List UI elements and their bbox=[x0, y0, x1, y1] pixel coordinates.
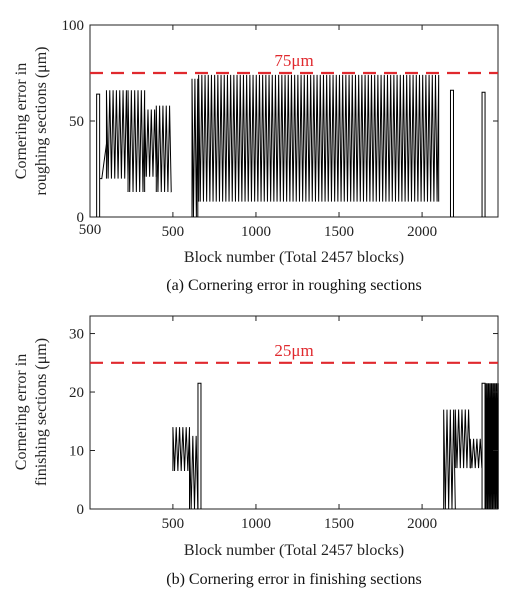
series-segment-b-0 bbox=[172, 427, 191, 472]
y-tick-label: 100 bbox=[62, 18, 85, 34]
series-segment-a-4 bbox=[144, 109, 157, 178]
series-segment-a-7 bbox=[198, 74, 440, 202]
caption-b: (b) Cornering error in finishing section… bbox=[166, 571, 422, 588]
series-segment-b-4 bbox=[454, 409, 471, 469]
series-segment-b-2 bbox=[197, 382, 202, 509]
series-segment-a-3 bbox=[127, 90, 146, 193]
series-segment-b-7 bbox=[484, 383, 499, 510]
threshold-label-a: 75μm bbox=[274, 51, 313, 70]
x-tick-label: 2000 bbox=[407, 224, 437, 240]
series-segment-b-1 bbox=[189, 435, 199, 510]
series-b bbox=[172, 382, 499, 510]
y-axis-label-line2-b: finishing sections (μm) bbox=[33, 338, 50, 486]
chart-finishing: 25μm Block number (Total 2457 blocks) Co… bbox=[13, 315, 499, 588]
chart-roughing: 75μm 500 Block number (Total 2457 blocks… bbox=[13, 18, 499, 294]
x-axis-label-b: Block number (Total 2457 blocks) bbox=[184, 542, 404, 559]
y-tick-label: 30 bbox=[69, 327, 84, 343]
y-axis-label-line1-a: Cornering error in bbox=[13, 63, 30, 179]
x-tick-label: 1500 bbox=[324, 516, 354, 532]
series-segment-a-9 bbox=[481, 91, 486, 217]
series-segment-a-6 bbox=[191, 78, 199, 218]
x-tick-label: 1000 bbox=[241, 516, 271, 532]
series-segment-b-5 bbox=[469, 438, 483, 469]
x-axis-label-a: Block number (Total 2457 blocks) bbox=[184, 249, 404, 266]
y-axis-label-line2-a: roughing sections (μm) bbox=[33, 47, 50, 196]
x-tick-label: 500 bbox=[79, 222, 102, 238]
x-tick-label: 500 bbox=[162, 224, 185, 240]
series-segment-a-5 bbox=[155, 105, 172, 193]
y-tick-label: 0 bbox=[77, 210, 85, 226]
x-tick-label: 500 bbox=[162, 516, 185, 532]
y-axis-label-line1-b: Cornering error in bbox=[13, 354, 30, 470]
series-segment-a-8 bbox=[449, 89, 454, 217]
series-segment-a-0 bbox=[96, 93, 101, 217]
y-tick-label: 50 bbox=[69, 114, 84, 130]
x-tick-label: 1500 bbox=[324, 224, 354, 240]
x-tick-label: 1000 bbox=[241, 224, 271, 240]
series-segment-b-3 bbox=[443, 409, 456, 510]
series-segment-a-1 bbox=[99, 143, 107, 180]
y-tick-label: 0 bbox=[77, 502, 85, 518]
threshold-label-b: 25μm bbox=[274, 341, 313, 360]
y-tick-label: 10 bbox=[69, 444, 84, 460]
series-segment-a-2 bbox=[105, 90, 129, 180]
caption-a: (a) Cornering error in roughing sections bbox=[166, 277, 421, 294]
x-tick-label: 2000 bbox=[407, 516, 437, 532]
series-a bbox=[96, 74, 486, 218]
y-tick-label: 20 bbox=[69, 385, 84, 401]
